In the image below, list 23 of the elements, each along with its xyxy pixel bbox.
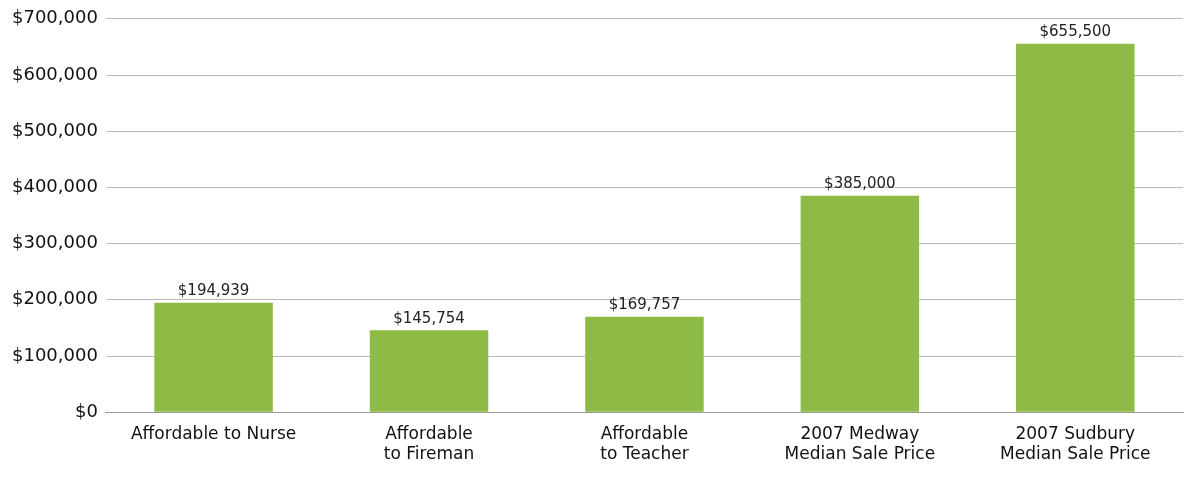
bar — [585, 316, 704, 412]
bar — [369, 330, 489, 412]
y-tick-label: $100,000 — [12, 343, 98, 365]
data-label: $194,939 — [177, 281, 250, 300]
x-tick-label: 2007 Sudbury Median Sale Price — [1000, 422, 1151, 464]
bar — [154, 302, 273, 412]
x-tick-label: 2007 Medway Median Sale Price — [784, 422, 936, 464]
data-label: $655,500 — [1039, 22, 1112, 41]
y-tick-label: $400,000 — [12, 175, 98, 197]
y-tick-label: $600,000 — [12, 62, 98, 84]
x-tick-label: Affordable to Teacher — [600, 422, 689, 464]
x-tick-label: Affordable to Fireman — [383, 422, 475, 464]
data-label: $169,757 — [608, 295, 681, 314]
bar — [1016, 43, 1135, 412]
y-tick-label: $200,000 — [12, 287, 98, 309]
y-tick-label: $300,000 — [12, 231, 98, 253]
y-tick-label: $0 — [74, 399, 98, 421]
y-tick-label: $700,000 — [12, 6, 98, 28]
data-label: $145,754 — [393, 308, 465, 327]
data-label: $385,000 — [824, 174, 896, 193]
bar — [800, 195, 920, 412]
y-tick-label: $500,000 — [12, 118, 98, 140]
x-tick-label: Affordable to Nurse — [130, 422, 297, 443]
